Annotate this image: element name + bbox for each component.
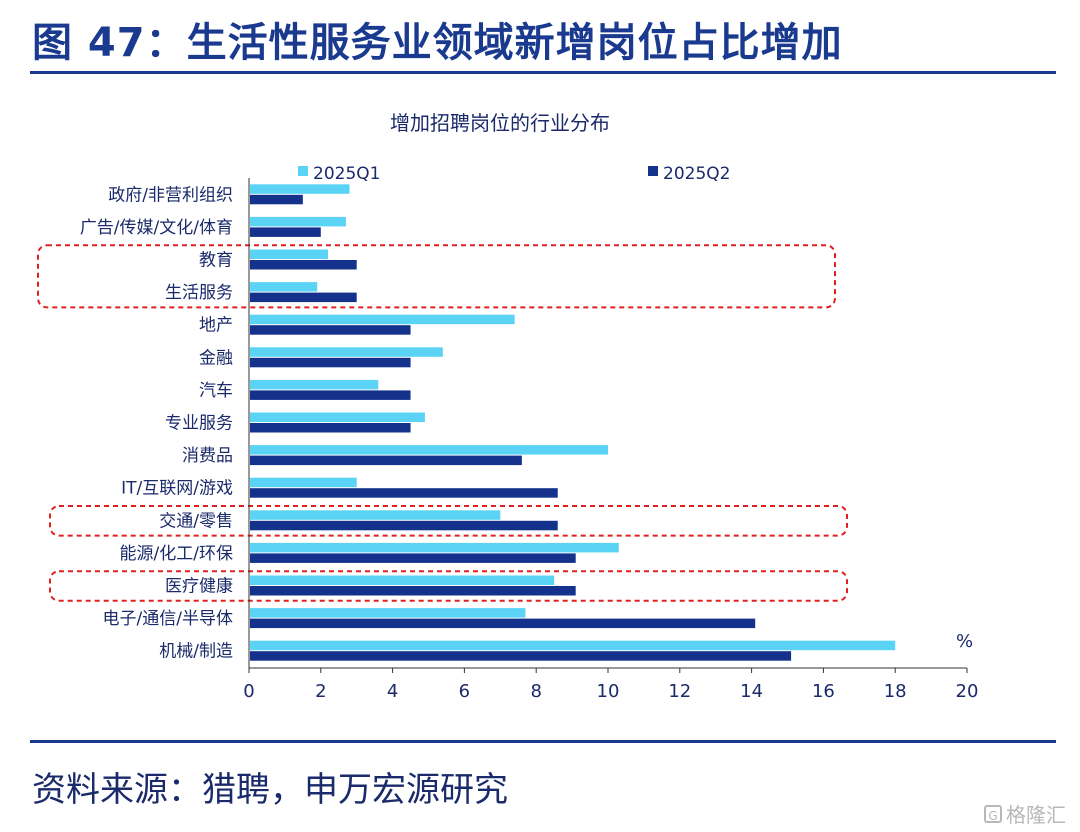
bar-q1 — [250, 542, 619, 553]
watermark-text: 格隆汇 — [1006, 803, 1066, 827]
bar-q2 — [250, 423, 411, 433]
category-label: 专业服务 — [165, 414, 233, 434]
bar-q2 — [250, 520, 558, 531]
bar-q2 — [250, 260, 357, 270]
bar-q1 — [250, 282, 318, 292]
x-tick-label: 10 — [597, 681, 620, 702]
bar-q2 — [250, 488, 558, 498]
bar-q2 — [250, 227, 321, 237]
bar-q2 — [250, 618, 756, 629]
category-label: IT/互联网/游戏 — [121, 479, 233, 499]
category-label: 能源/化工/环保 — [120, 544, 233, 564]
bar-q2 — [250, 325, 411, 335]
bar-q1 — [250, 575, 555, 585]
bar-q1 — [250, 379, 379, 390]
x-tick-label: 8 — [530, 681, 541, 702]
category-label: 医疗健康 — [165, 577, 233, 597]
watermark-logo-icon: G — [984, 804, 1002, 823]
category-label: 金融 — [199, 348, 233, 368]
watermark: G 格隆汇 — [984, 799, 1066, 828]
bar-q1 — [250, 640, 896, 651]
bar-q1 — [250, 347, 443, 357]
bar-q2 — [250, 651, 792, 661]
highlight-box — [49, 570, 848, 602]
category-label: 机械/制造 — [159, 642, 233, 662]
source-note: 资料来源：猎聘，申万宏源研究 — [32, 770, 508, 810]
category-label: 交通/零售 — [159, 511, 233, 531]
x-tick-label: 4 — [387, 681, 398, 702]
legend: 2025Q1 2025Q2 — [298, 164, 730, 184]
x-tick-label: 14 — [740, 681, 763, 702]
figure-title: 图 47：生活性服务业领域新增岗位占比增加 — [32, 20, 843, 66]
category-label: 生活服务 — [165, 283, 233, 303]
legend-label-q2: 2025Q2 — [663, 164, 730, 184]
legend-label-q1: 2025Q1 — [313, 164, 380, 184]
legend-swatch-q1 — [298, 166, 308, 176]
x-tick-label: 6 — [459, 681, 470, 702]
category-label: 广告/传媒/文化/体育 — [80, 218, 233, 238]
category-label: 汽车 — [199, 381, 233, 401]
category-label: 政府/非营利组织 — [108, 185, 233, 205]
bar-q1 — [250, 249, 328, 259]
category-label: 消费品 — [182, 446, 233, 466]
category-label: 地产 — [199, 316, 233, 336]
x-tick-label: 16 — [812, 681, 835, 702]
bar-q2 — [250, 194, 303, 205]
bar-q1 — [250, 216, 346, 227]
bar-q1 — [250, 412, 425, 422]
x-tick-label: 2 — [315, 681, 326, 702]
highlight-box — [37, 244, 836, 309]
x-tick-label: 12 — [668, 681, 691, 702]
category-label: 教育 — [199, 251, 233, 271]
bar-q2 — [250, 553, 576, 563]
x-tick-label: 0 — [243, 681, 254, 702]
bar-q1 — [250, 510, 501, 520]
title-divider — [30, 71, 1056, 74]
bar-q1 — [250, 477, 357, 488]
bar-q2 — [250, 390, 411, 400]
chart-title: 增加招聘岗位的行业分布 — [390, 111, 610, 135]
bar-q1 — [250, 314, 515, 325]
x-tick-label: 18 — [884, 681, 907, 702]
bar-q2 — [250, 586, 576, 596]
unit-label: % — [956, 631, 973, 652]
category-label: 电子/通信/半导体 — [103, 609, 233, 629]
footer-divider — [30, 740, 1056, 743]
x-tick-label: 20 — [956, 681, 979, 702]
bar-q1 — [250, 445, 608, 455]
legend-swatch-q2 — [648, 166, 658, 176]
bar-q2 — [250, 455, 522, 466]
bar-q2 — [250, 292, 357, 303]
bar-q2 — [250, 357, 411, 368]
highlight-box — [49, 505, 848, 537]
bar-q1 — [250, 608, 526, 618]
bar-q1 — [250, 184, 350, 194]
